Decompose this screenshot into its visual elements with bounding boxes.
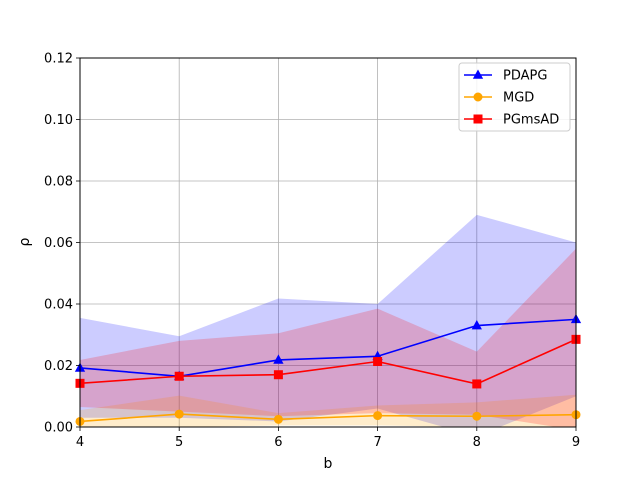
pdapg-point — [273, 354, 284, 364]
y-axis-label: ρ — [17, 237, 33, 246]
x-tick-label: 4 — [76, 435, 84, 450]
pgmsad-line — [79, 338, 577, 385]
y-tick-label: 0.08 — [44, 175, 73, 190]
pgmsad-point — [273, 370, 283, 380]
x-axis-ticks: 4 5 6 7 8 9 — [76, 427, 580, 450]
x-tick-label: 6 — [274, 435, 282, 450]
y-tick-label: 0.06 — [44, 236, 73, 251]
legend-box — [458, 62, 571, 132]
legend-label-pgmsad: PGmsAD — [503, 113, 559, 128]
mgd-band — [80, 394, 576, 427]
pdapg-line — [79, 318, 577, 378]
x-tick-label: 9 — [572, 435, 580, 450]
pgmsad-point — [373, 357, 383, 367]
y-tick-label: 0.10 — [44, 113, 73, 128]
mgd-point — [174, 409, 184, 419]
legend-marker-pgmsad — [473, 114, 483, 124]
y-tick-label: 0.12 — [44, 52, 73, 67]
mgd-point — [273, 414, 283, 424]
series-lines — [79, 318, 577, 423]
legend-marker-pdapg — [472, 69, 484, 79]
y-tick-label: 0.04 — [44, 298, 73, 313]
legend-label-pdapg: PDAPG — [503, 69, 547, 84]
legend-label-mgd: MGD — [503, 91, 534, 106]
y-axis-ticks: 0.00 0.02 0.04 0.06 0.08 0.10 0.12 — [44, 52, 80, 436]
x-tick-label: 7 — [373, 435, 381, 450]
pdapg-point — [471, 319, 482, 330]
legend: PDAPG MGD PGmsAD — [458, 62, 571, 132]
pgmsad-band — [80, 248, 576, 427]
pgmsad-point — [472, 379, 482, 389]
x-axis-label: b — [324, 456, 333, 472]
grid-lines — [79, 57, 577, 428]
x-tick-label: 8 — [473, 435, 481, 450]
y-tick-label: 0.00 — [44, 421, 73, 436]
y-tick-label: 0.02 — [44, 359, 73, 374]
confidence-bands — [80, 214, 576, 427]
pgmsad-point — [174, 371, 184, 381]
mgd-point — [472, 411, 482, 421]
legend-marker-mgd — [473, 92, 483, 102]
pdapg-band — [80, 214, 576, 427]
x-tick-label: 5 — [175, 435, 183, 450]
mgd-point — [373, 411, 383, 421]
mgd-line — [79, 413, 577, 423]
